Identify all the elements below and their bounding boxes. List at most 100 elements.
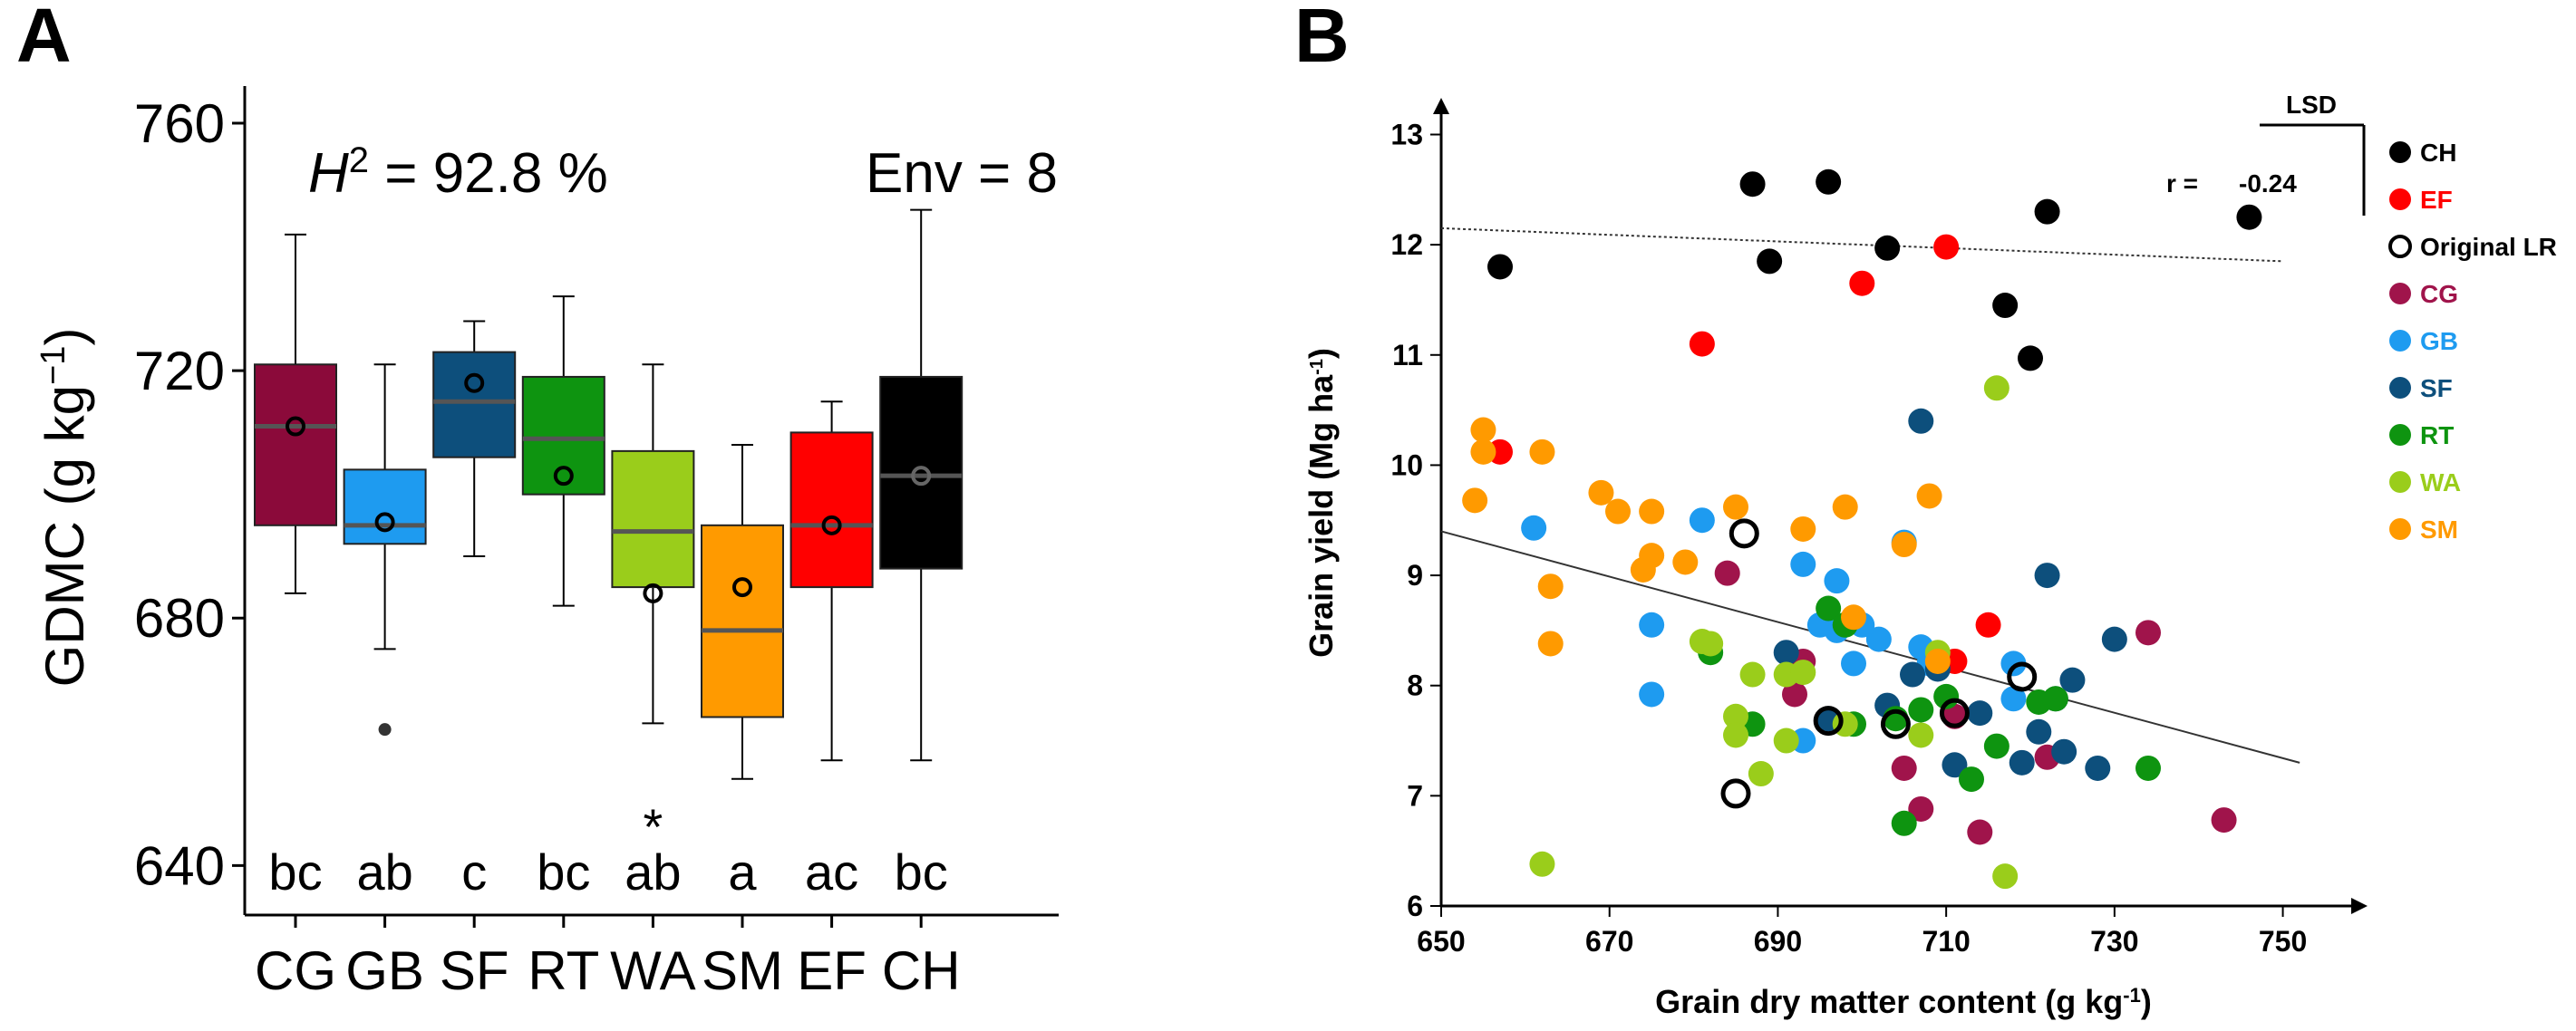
original-lr-ring <box>1813 706 1844 737</box>
panel-b-x-axis-arrow <box>2351 898 2368 914</box>
data-point <box>1908 722 1934 748</box>
series-sf <box>1773 408 2127 781</box>
data-point <box>1983 733 2009 759</box>
significance-letter: ab <box>625 843 681 901</box>
data-point <box>1992 863 2019 890</box>
legend-label: WA <box>2420 468 2461 496</box>
box-sm: a <box>701 444 784 901</box>
data-point <box>1992 293 2019 319</box>
data-point <box>2135 620 2161 646</box>
panel-b-y-axis-label: Grain yield (Mg ha-1) <box>1303 348 1340 658</box>
legend-item-gb: GB <box>2389 327 2458 355</box>
environment-count-annotation: Env = 8 <box>866 142 1058 205</box>
significance-letter: bc <box>268 843 322 901</box>
data-point <box>2000 686 2027 712</box>
x-tick-label: GB <box>345 940 424 1001</box>
significance-letter: bc <box>895 843 948 901</box>
legend-marker <box>2389 518 2411 540</box>
data-point <box>1849 270 1875 296</box>
legend-item-ef: EF <box>2389 186 2453 214</box>
data-point <box>1672 549 1699 575</box>
series-wa <box>1529 375 2019 890</box>
panel-a-boxplot: A GDMC (g kg−1) H2 = 92.8 % Env = 8 6406… <box>16 0 1059 1001</box>
data-point <box>2236 204 2262 230</box>
legend-item-rt: RT <box>2389 421 2454 449</box>
lsd-label: LSD <box>2286 91 2337 119</box>
data-point <box>1689 331 1715 357</box>
box-wa: ab* <box>611 363 695 901</box>
x-tick-label: CG <box>255 940 336 1001</box>
data-point <box>1908 697 1934 723</box>
data-point <box>1900 661 1925 688</box>
mean-marker <box>553 466 574 487</box>
data-point <box>1908 795 1934 822</box>
data-point <box>1832 494 1858 520</box>
data-point <box>1924 648 1951 674</box>
panel-a-y-axis-label: GDMC (g kg−1) <box>34 328 95 688</box>
significance-letter: a <box>728 843 757 901</box>
box-body <box>701 524 784 718</box>
data-point <box>1537 573 1564 600</box>
data-point <box>1723 722 1748 748</box>
data-point <box>1975 612 2001 638</box>
original-lr-ring <box>1880 708 1911 739</box>
box-cg: bc <box>254 233 337 901</box>
legend-marker <box>2389 330 2411 352</box>
data-point <box>2034 198 2060 225</box>
box-body <box>254 363 337 526</box>
legend-marker <box>2389 377 2411 399</box>
data-point <box>1639 681 1665 708</box>
y-tick-label: 640 <box>134 835 225 896</box>
data-point <box>1773 640 1799 666</box>
significance-letter: bc <box>537 843 590 901</box>
significance-letter: c <box>461 843 487 901</box>
data-point <box>2211 807 2237 833</box>
data-point <box>2059 667 2086 693</box>
legend-label: GB <box>2420 327 2458 355</box>
panel-b-x-axis-label: Grain dry matter content (g kg-1) <box>1655 983 2152 1020</box>
x-tick-label: 730 <box>2090 925 2138 958</box>
legend-item-ch: CH <box>2389 139 2456 167</box>
panel-a-boxes: bc ab c bc ab*a ac bc <box>254 208 964 901</box>
data-point <box>1748 761 1774 787</box>
original-lr-ring <box>1729 518 1759 549</box>
box-body <box>879 375 964 570</box>
y-tick-label: 720 <box>134 341 225 401</box>
legend-marker <box>2389 188 2411 210</box>
panel-b-letter: B <box>1294 0 1350 78</box>
legend-label: SF <box>2420 374 2453 402</box>
heritability-annotation: H2 = 92.8 % <box>308 140 608 205</box>
mean-marker <box>821 515 842 535</box>
legend-marker <box>2389 471 2411 493</box>
panel-a-y-ticks: 640 680 720 760 <box>134 93 245 896</box>
series-sm <box>1462 417 1951 674</box>
x-tick-label: 670 <box>1585 925 1633 958</box>
outlier-point <box>378 723 392 737</box>
box-body <box>789 431 874 589</box>
significance-letter: ab <box>356 843 412 901</box>
data-point <box>1689 507 1715 534</box>
panel-b-ticks: 650 670 690 710 730 750 6 7 8 9 10 11 12 13 <box>1390 118 2307 958</box>
lsd-bracket: LSD r = -0.24 <box>2166 91 2366 216</box>
box-body <box>611 449 695 589</box>
mean-marker <box>911 466 932 487</box>
box-body <box>521 375 605 496</box>
y-tick-label: 760 <box>134 93 225 154</box>
data-point <box>2042 686 2068 712</box>
data-point <box>1521 515 1547 541</box>
series-original-lr <box>1720 518 2038 809</box>
panel-b-y-axis-arrow <box>1433 98 1449 114</box>
data-point <box>1790 516 1816 542</box>
panel-a-x-ticks: CG GB SF RT WA SM EF CH <box>255 915 961 1001</box>
data-point <box>1588 479 1614 506</box>
x-tick-label: SF <box>440 940 509 1001</box>
original-lr-ring <box>2007 661 2038 692</box>
data-point <box>1891 810 1917 836</box>
data-point <box>1639 612 1665 638</box>
data-point <box>1723 703 1748 729</box>
legend-item-sm: SM <box>2389 516 2458 544</box>
panel-b-points <box>1462 169 2262 890</box>
legend-marker <box>2389 141 2411 163</box>
box-rt: bc <box>521 295 605 901</box>
mean-marker <box>286 416 305 437</box>
